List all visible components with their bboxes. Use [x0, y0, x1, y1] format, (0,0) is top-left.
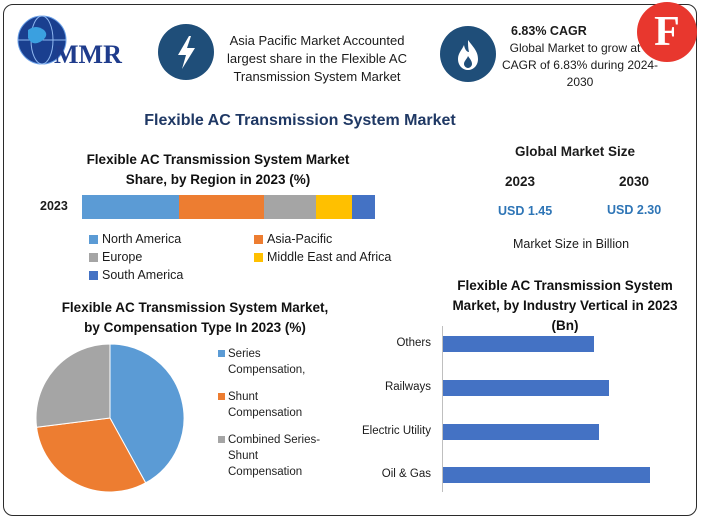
legend-swatch — [218, 436, 225, 443]
market-size-note: Market Size in Billion — [513, 237, 630, 251]
region-segment — [82, 195, 179, 219]
legend-label: Combined Series-Shunt Compensation — [228, 434, 321, 478]
globe-icon — [17, 15, 67, 65]
region-segment — [316, 195, 352, 219]
industry-bar — [443, 467, 650, 483]
legend-swatch — [89, 270, 98, 280]
market-size-year-1: 2023 — [505, 174, 536, 189]
cagr-title: 6.83% CAGR — [511, 24, 587, 38]
region-chart-title: Flexible AC Transmission System Market S… — [86, 152, 350, 187]
pie-slice — [35, 343, 111, 428]
bar-axis-line — [442, 326, 443, 492]
corner-badge-letter: F — [654, 9, 680, 55]
region-segment — [263, 195, 317, 219]
region-segment — [351, 195, 375, 219]
market-size-value-2: USD 2.30 — [607, 203, 662, 217]
region-segment — [178, 195, 264, 219]
flame-icon — [440, 26, 496, 82]
bar-category-label: Oil & Gas — [381, 468, 431, 480]
industry-bar — [443, 336, 595, 352]
industry-bar — [443, 380, 610, 396]
legend-swatch — [218, 350, 225, 357]
highlight-text: Asia Pacific Market Accounted largest sh… — [227, 33, 407, 84]
legend-swatch — [254, 234, 263, 244]
bar-category-label: Railways — [384, 381, 431, 393]
legend-label: Asia-Pacific — [267, 232, 333, 246]
pie-slice — [36, 417, 147, 493]
page-frame — [3, 4, 697, 516]
pie-legend-item: Combined Series-Shunt Compensation — [218, 432, 326, 480]
bar-category-label: Electric Utility — [361, 425, 431, 437]
legend-label: North America — [102, 232, 182, 246]
legend-label: South America — [102, 268, 184, 282]
region-legend-item: South America — [89, 268, 183, 282]
legend-label: Europe — [102, 250, 143, 264]
legend-swatch — [218, 393, 225, 400]
page-title: Flexible AC Transmission System Market — [144, 112, 456, 129]
lightning-icon — [158, 24, 214, 80]
market-size-title: Global Market Size — [514, 144, 636, 159]
market-size-year-2: 2030 — [619, 174, 650, 189]
legend-swatch — [254, 252, 263, 262]
compensation-pie — [35, 343, 185, 493]
region-legend-item: Middle East and Africa — [254, 250, 391, 264]
pie-slice — [109, 343, 185, 484]
legend-swatch — [89, 252, 98, 262]
pie-legend-item: Series Compensation, — [218, 346, 326, 378]
bar-category-label: Others — [396, 337, 431, 349]
region-legend-item: Europe — [89, 250, 142, 264]
logo: MMR — [14, 12, 144, 74]
region-legend-item: North America — [89, 232, 181, 246]
region-legend-item: Asia-Pacific — [254, 232, 332, 246]
industry-chart-title: Flexible AC Transmission System Market, … — [452, 278, 678, 333]
corner-badge-icon: F — [637, 2, 697, 62]
compensation-chart-title: Flexible AC Transmission System Market, … — [61, 300, 329, 335]
logo-text: MMR — [54, 40, 122, 69]
legend-label: Shunt Compensation — [228, 391, 303, 419]
cagr-text: Global Market to grow at a CAGR of 6.83%… — [501, 41, 659, 89]
pie-legend-item: Shunt Compensation — [218, 389, 326, 421]
region-chart-year: 2023 — [40, 199, 68, 213]
region-stacked-bar — [82, 195, 375, 219]
industry-bar — [443, 424, 600, 440]
legend-label: Series Compensation, — [228, 348, 306, 376]
legend-label: Middle East and Africa — [267, 250, 392, 264]
market-size-value-1: USD 1.45 — [498, 204, 553, 218]
legend-swatch — [89, 234, 98, 244]
